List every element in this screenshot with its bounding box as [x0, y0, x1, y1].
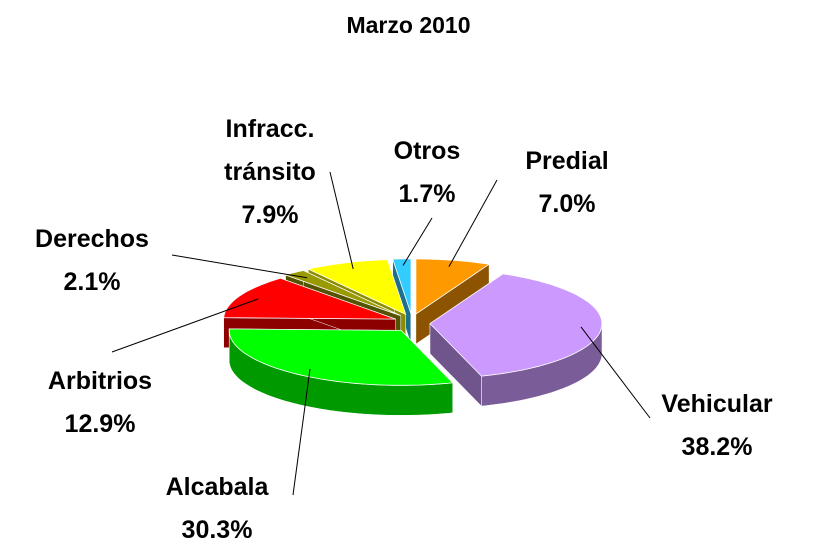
- category-label: Predial: [525, 147, 609, 175]
- slice-label: Derechos 2.1%: [35, 218, 149, 304]
- leader-line: [111, 298, 259, 353]
- chart-title: Marzo 2010: [346, 12, 471, 38]
- category-label: Derechos: [35, 225, 149, 253]
- slice: [307, 259, 407, 316]
- slice-label: Arbitrios 12.9%: [48, 360, 152, 446]
- category-label: Otros: [393, 137, 461, 165]
- leader-line: [448, 179, 498, 268]
- slice: [228, 328, 454, 386]
- slice: [415, 258, 491, 315]
- value-label: 1.7%: [398, 180, 456, 208]
- value-label: 2.1%: [63, 268, 121, 296]
- category-label: Arbitrios: [47, 367, 153, 395]
- slice-label: Predial 7.0%: [525, 140, 608, 226]
- category-label: Vehicular: [661, 390, 773, 418]
- slice: [429, 273, 603, 377]
- slice: [284, 270, 401, 317]
- category-label: Infracc. tránsito: [224, 115, 316, 186]
- slice-label: Infracc. tránsito 7.9%: [205, 108, 335, 237]
- leader-line: [580, 326, 651, 419]
- slice-label: Otros 1.7%: [394, 130, 461, 216]
- category-label: Alcabala: [165, 473, 269, 501]
- value-label: 7.9%: [241, 201, 299, 229]
- slice-label: Vehicular 38.2%: [661, 383, 772, 469]
- leader-line: [329, 171, 354, 270]
- value-label: 7.0%: [538, 190, 596, 218]
- leader-line: [402, 217, 433, 266]
- leader-line: [171, 254, 308, 279]
- value-label: 12.9%: [64, 410, 136, 438]
- value-label: 38.2%: [681, 433, 753, 461]
- leader-line: [292, 368, 311, 496]
- slice: [392, 258, 412, 314]
- value-label: 30.3%: [181, 516, 253, 543]
- slice: [223, 277, 396, 320]
- slice-label: Alcabala 30.3%: [166, 466, 269, 543]
